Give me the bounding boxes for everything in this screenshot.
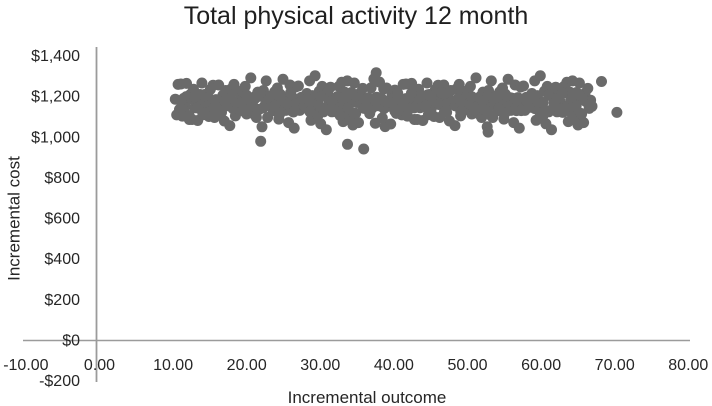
data-point [518, 80, 529, 92]
y-tick-label: $1,400 [31, 48, 80, 65]
chart-title: Total physical activity 12 month [183, 2, 529, 30]
axis-lines [23, 47, 690, 382]
data-point [496, 89, 508, 100]
data-point [482, 126, 494, 138]
data-point [274, 108, 286, 120]
data-point [466, 91, 478, 103]
y-tick-label: $600 [44, 211, 80, 228]
data-point [513, 122, 525, 134]
data-point [197, 107, 209, 119]
data-point [348, 77, 360, 89]
y-tick-label: $400 [44, 251, 80, 268]
x-tick-label: 0.00 [84, 357, 115, 374]
data-point [245, 72, 257, 84]
data-point [194, 89, 206, 100]
x-tick-label: 10.00 [153, 357, 193, 374]
y-tick-label: $1,000 [31, 129, 80, 146]
data-point [499, 107, 511, 119]
y-tick-label: $200 [44, 292, 80, 309]
x-tick-label: 50.00 [447, 357, 487, 374]
data-point [239, 80, 251, 92]
data-point [546, 124, 557, 136]
data-point [213, 105, 225, 117]
data-point [464, 80, 476, 92]
data-point [260, 75, 272, 87]
data-point [376, 112, 388, 124]
data-point [345, 89, 357, 100]
data-point [288, 122, 300, 134]
x-tick-label: 20.00 [227, 357, 267, 374]
data-point [584, 99, 596, 110]
data-point [436, 87, 448, 99]
data-point [364, 105, 376, 117]
data-point [515, 105, 527, 117]
data-point [485, 110, 497, 121]
data-point [325, 81, 336, 93]
data-point [342, 138, 353, 150]
data-point [353, 117, 364, 129]
scatter-points [169, 67, 623, 155]
data-point [438, 106, 450, 118]
data-point [255, 135, 267, 147]
data-point [449, 120, 461, 132]
data-point [425, 108, 437, 120]
tick-labels: $1,400 $1,200 $1,000 $800 $600 $400 $200 $0 -$20… [3, 48, 708, 390]
data-point [485, 75, 497, 87]
x-tick-label: 80.00 [668, 357, 708, 374]
data-point [365, 82, 377, 94]
data-point [256, 121, 268, 133]
data-point [254, 87, 266, 99]
data-point [573, 77, 585, 89]
data-point [596, 76, 607, 87]
x-tick-label: 60.00 [521, 357, 561, 374]
x-tick-label: 40.00 [374, 357, 414, 374]
data-point [224, 120, 236, 132]
y-tick-label: $0 [62, 333, 80, 350]
data-point [320, 124, 332, 136]
data-point [348, 107, 360, 119]
data-point [358, 143, 370, 155]
data-point [357, 82, 369, 94]
y-tick-label: $1,200 [31, 89, 80, 106]
data-point [292, 80, 304, 92]
data-point [309, 70, 321, 82]
data-point [196, 77, 208, 89]
data-point [241, 89, 253, 101]
data-point [556, 87, 568, 99]
y-tick-label: $800 [44, 170, 80, 187]
data-point [385, 118, 397, 130]
data-point [534, 70, 546, 82]
data-point [582, 82, 594, 94]
data-point [470, 72, 482, 84]
x-tick-label: -10.00 [3, 357, 48, 374]
data-point [315, 91, 327, 103]
data-point [334, 110, 346, 121]
data-point [183, 110, 195, 121]
data-point [576, 108, 588, 120]
x-axis-title: Incremental outcome [287, 388, 447, 406]
x-tick-label: 70.00 [595, 357, 635, 374]
data-point [611, 106, 623, 118]
data-point [421, 77, 433, 89]
data-point [370, 67, 382, 79]
y-tick-label: -$200 [39, 373, 80, 390]
data-point [405, 87, 417, 99]
data-point [285, 87, 297, 99]
data-point [287, 106, 299, 118]
data-point [578, 117, 590, 129]
x-tick-label: 30.00 [300, 357, 340, 374]
